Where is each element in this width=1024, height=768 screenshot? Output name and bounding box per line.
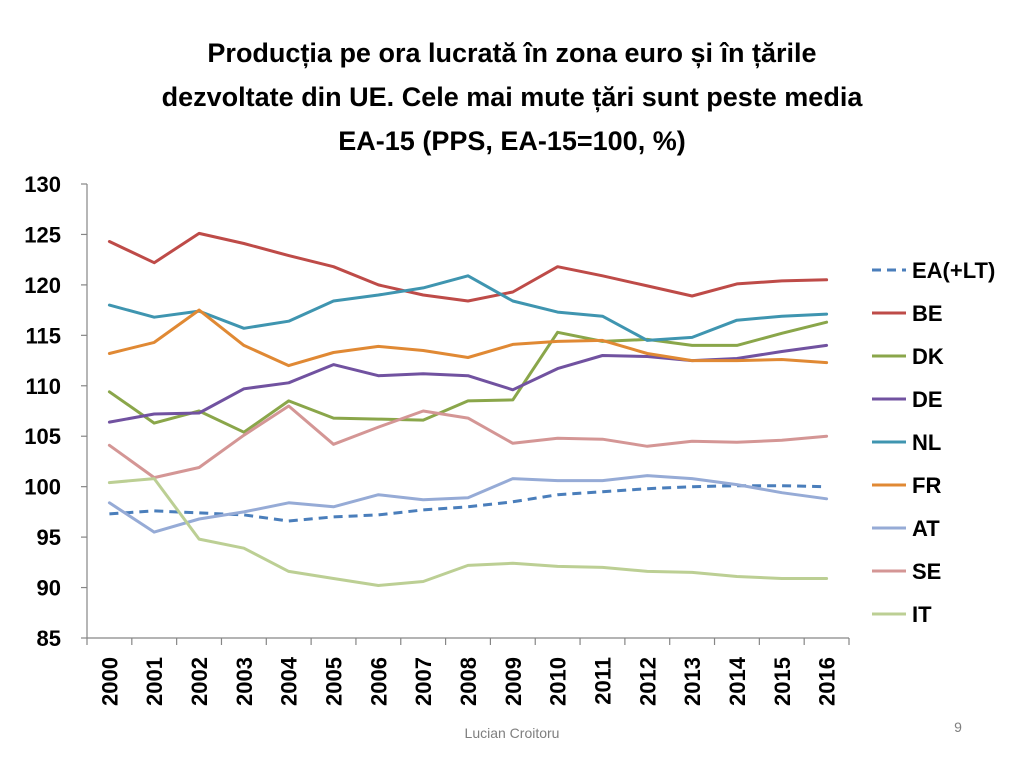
legend-label-se: SE [912, 559, 941, 584]
chart-title-line-3: EA-15 (PPS, EA-15=100, %) [338, 126, 685, 156]
series-line-be [107, 231, 829, 303]
legend-label-nl: NL [912, 430, 941, 455]
y-tick-label: 130 [24, 172, 61, 197]
y-tick-label: 95 [37, 525, 61, 550]
x-tick-label: 2010 [546, 657, 571, 706]
x-tick-label: 2001 [142, 657, 167, 706]
series-line-fr [107, 308, 829, 368]
series-line-dk [107, 320, 829, 434]
series-line-at [107, 474, 829, 534]
x-tick-label: 2008 [456, 657, 481, 706]
x-tick-label: 2003 [232, 657, 257, 706]
x-tick-label: 2011 [590, 657, 615, 705]
series-line-nl [107, 274, 829, 342]
y-tick-label: 90 [37, 576, 61, 601]
chart-title-line-1: Producția pe ora lucrată în zona euro și… [207, 38, 816, 68]
legend-label-be: BE [912, 301, 943, 326]
x-tick-label: 2000 [97, 657, 122, 706]
legend-label-de: DE [912, 387, 943, 412]
y-tick-label: 105 [24, 424, 61, 449]
y-tick-label: 120 [24, 273, 61, 298]
x-tick-label: 2002 [187, 657, 212, 706]
page-number: 9 [954, 719, 962, 735]
y-tick-label: 125 [24, 222, 61, 247]
x-tick-label: 2009 [501, 657, 526, 706]
y-tick-label: 115 [26, 323, 62, 348]
series-line-se [107, 404, 829, 480]
legend-label-it: IT [912, 602, 932, 627]
legend-label-ea-lt: EA(+LT) [912, 258, 995, 283]
series-line-it [107, 477, 829, 587]
footer-author: Lucian Croitoru [465, 725, 560, 741]
x-tick-label: 2016 [815, 657, 840, 706]
chart-title: Producția pe ora lucrată în zona euro și… [162, 38, 864, 156]
legend: EA(+LT) BE DK DE NL FR AT SE IT [872, 258, 995, 627]
legend-label-dk: DK [912, 344, 944, 369]
y-tick-label: 85 [37, 626, 61, 651]
x-tick-label: 2007 [411, 657, 436, 706]
x-tick-label: 2015 [770, 657, 795, 706]
y-tick-label: 100 [24, 475, 61, 500]
x-tick-label: 2013 [680, 657, 705, 706]
x-tick-label: 2006 [366, 657, 391, 706]
x-tick-label: 2012 [635, 657, 660, 706]
y-tick-label: 110 [26, 374, 62, 399]
x-tick-label: 2014 [725, 656, 750, 706]
chart-title-line-2: dezvoltate din UE. Cele mai mute țări su… [162, 82, 864, 112]
x-tick-label: 2005 [322, 657, 347, 706]
plot-area: 85 90 95 100 105 110 115 120 125 130 2000 2001 2002 2… [24, 172, 850, 706]
x-tick-label: 2004 [277, 656, 302, 706]
legend-label-fr: FR [912, 473, 941, 498]
legend-label-at: AT [912, 516, 940, 541]
